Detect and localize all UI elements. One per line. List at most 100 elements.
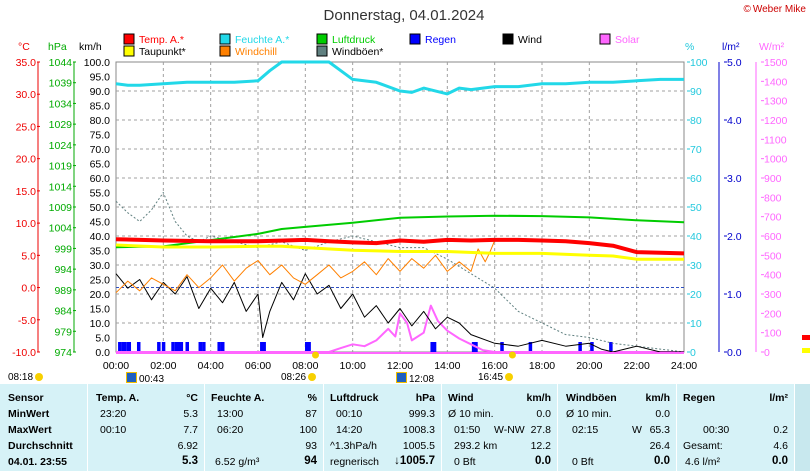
rain-bar [171, 342, 175, 352]
humidity-tick-label: 60 [690, 173, 702, 185]
legend-label: Windchill [235, 46, 277, 58]
solar-tick-label: 1200 [764, 115, 788, 127]
legend-label: Regen [425, 34, 456, 46]
wind-tick-label: 45.0 [90, 217, 111, 229]
x-tick-label: 04:00 [198, 360, 224, 372]
wind-tick-label: 0.0 [95, 347, 110, 359]
wind-tick-label: 95.0 [90, 72, 111, 84]
x-tick-label: 16:00 [482, 360, 508, 372]
solar-tick-label: 1300 [764, 96, 788, 108]
rain-bar [578, 342, 582, 352]
humidity-tick-label: 20 [690, 289, 702, 301]
pressure-tick-label: 1014 [49, 181, 73, 193]
humidity-tick-label: 100 [690, 57, 708, 69]
humidity-tick-label: 40 [690, 231, 702, 243]
rain-bar [221, 342, 225, 352]
rain-bar [157, 342, 161, 352]
moon-icon [126, 372, 137, 383]
edge-marker [802, 335, 810, 340]
wind-tick-label: 35.0 [90, 246, 111, 258]
rain-bar [118, 342, 122, 352]
rain-tick-label: 0.0 [727, 347, 742, 359]
x-tick-label: 24:00 [671, 360, 697, 372]
rain-bar [590, 342, 594, 352]
edge-marker [802, 348, 810, 353]
solar-tick-label: 1000 [764, 154, 788, 166]
pressure-tick-label: 1009 [49, 202, 73, 214]
pressure-tick-label: 1034 [49, 98, 73, 110]
rain-bar [305, 342, 309, 352]
chart-series [115, 60, 685, 353]
legend-swatch [316, 45, 328, 57]
solar-tick-label: 0 [764, 347, 770, 359]
chart-title: Donnerstag, 04.01.2024 [324, 7, 485, 24]
pressure-tick-label: 1024 [49, 140, 73, 152]
rain-bar [217, 342, 221, 352]
humidity-tick-label: 50 [690, 202, 702, 214]
pressure-tick-label: 1044 [49, 57, 73, 69]
wind-tick-label: 85.0 [90, 101, 111, 113]
wind-tick-label: 80.0 [90, 115, 111, 127]
rain-tick-label: 2.0 [727, 231, 742, 243]
rain-bar [185, 342, 189, 352]
x-tick-label: 02:00 [150, 360, 176, 372]
credit[interactable]: © Weber Mike [743, 4, 806, 15]
series-windchill [115, 240, 496, 294]
rain-bar [430, 342, 434, 352]
temp-tick-label: -10.0 [12, 347, 36, 359]
x-tick-label: 14:00 [434, 360, 460, 372]
moonset-time: 12:08 [396, 372, 434, 385]
solar-tick-label: 1400 [764, 76, 788, 88]
solar-noon-time: 08:26 [281, 372, 317, 383]
wind-tick-label: 65.0 [90, 159, 111, 171]
pressure-unit: hPa [48, 41, 67, 53]
x-tick-label: 08:00 [292, 360, 318, 372]
x-tick-label: 00:00 [103, 360, 129, 372]
pressure-tick-label: 1019 [49, 161, 73, 173]
rain-tick-label: 3.0 [727, 173, 742, 185]
pressure-tick-label: 1004 [49, 223, 73, 235]
legend-swatch [123, 33, 135, 45]
sunset-time: 16:45 [478, 372, 514, 383]
rain-bar [202, 342, 206, 352]
rain-bar [177, 342, 181, 352]
legend-label: Wind [518, 34, 542, 46]
legend-label: Taupunkt* [139, 46, 186, 58]
pressure-tick-label: 999 [54, 243, 72, 255]
rain-bar [127, 342, 132, 352]
sun-marker [312, 351, 320, 359]
series-taupunkt [115, 243, 684, 261]
wind-unit: km/h [79, 41, 102, 53]
solar-tick-label: 400 [764, 270, 782, 282]
pressure-tick-label: 989 [54, 285, 72, 297]
solar-tick-label: 700 [764, 212, 782, 224]
rain-unit: l/m² [722, 41, 740, 53]
rain-bar [432, 342, 437, 352]
temp-tick-label: 30.0 [16, 89, 37, 101]
temp-tick-label: 15.0 [16, 186, 37, 198]
temp-tick-label: 35.0 [16, 57, 37, 69]
humidity-tick-label: 70 [690, 144, 702, 156]
solar-tick-label: 600 [764, 231, 782, 243]
series-feuchte-a [115, 60, 684, 96]
wind-tick-label: 15.0 [90, 304, 111, 316]
rain-bar [260, 342, 264, 352]
bottom-marker-strip [116, 335, 810, 359]
temp-tick-label: 0.0 [21, 283, 36, 295]
legend-swatch [219, 45, 231, 57]
pressure-tick-label: 1029 [49, 119, 73, 131]
weather-chart: Donnerstag, 04.01.2024 Temp. A.* Feuchte … [12, 7, 810, 372]
wind-tick-label: 100.0 [84, 57, 110, 69]
sun-marker [508, 351, 516, 359]
solar-tick-label: 300 [764, 289, 782, 301]
wind-tick-label: 5.0 [95, 333, 110, 345]
wind-tick-label: 25.0 [90, 275, 111, 287]
wind-tick-label: 60.0 [90, 173, 111, 185]
humidity-tick-label: 30 [690, 260, 702, 272]
temp-tick-label: 5.0 [21, 250, 36, 262]
series-luftdruck [115, 214, 685, 249]
legend-swatch [502, 33, 514, 45]
rain-tick-label: 4.0 [727, 115, 742, 127]
wind-tick-label: 70.0 [90, 144, 111, 156]
temp-tick-label: 10.0 [16, 218, 37, 230]
